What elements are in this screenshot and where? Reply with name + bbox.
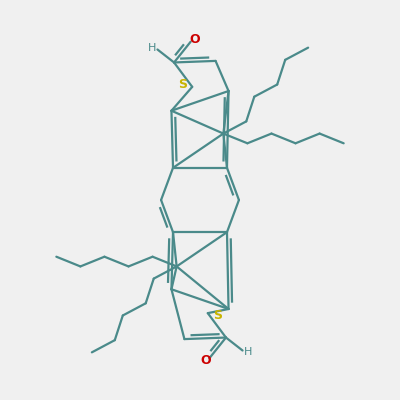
Text: H: H <box>148 44 156 54</box>
Text: O: O <box>200 354 210 367</box>
Text: H: H <box>244 346 252 356</box>
Text: S: S <box>213 309 222 322</box>
Text: S: S <box>178 78 187 91</box>
Text: O: O <box>190 33 200 46</box>
